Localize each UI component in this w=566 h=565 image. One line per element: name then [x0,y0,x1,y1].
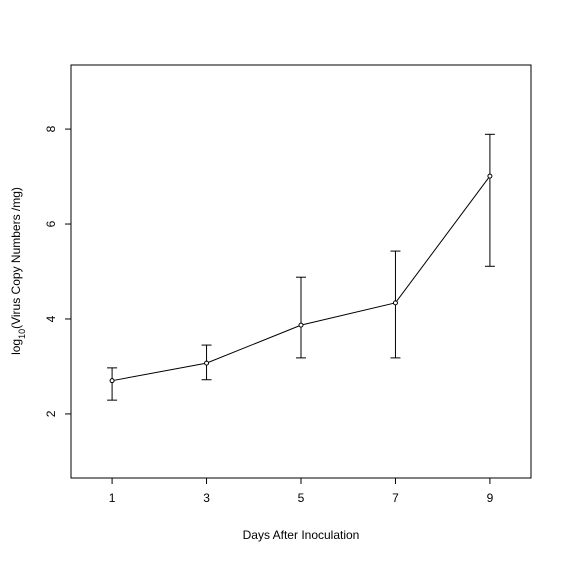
x-tick-label: 1 [109,491,116,505]
x-tick-label: 3 [203,491,210,505]
x-tick-label: 5 [298,491,305,505]
y-label-part: log [9,339,23,355]
y-tick-label: 8 [44,125,58,132]
y-label-part: (Virus Copy Numbers /mg) [9,187,23,329]
y-tick-label: 2 [44,410,58,417]
y-tick-label: 4 [44,315,58,322]
y-tick-label: 6 [44,220,58,227]
y-axis-label: log10(Virus Copy Numbers /mg) [9,187,27,355]
x-tick-label: 7 [392,491,399,505]
data-point [204,360,210,366]
data-point [487,173,493,179]
y-label-part: 10 [17,329,27,339]
data-point [392,300,398,306]
x-tick-label: 9 [487,491,494,505]
x-axis-label: Days After Inoculation [243,528,360,542]
plot-frame [70,64,532,479]
data-point [298,322,304,328]
data-point [109,378,115,384]
